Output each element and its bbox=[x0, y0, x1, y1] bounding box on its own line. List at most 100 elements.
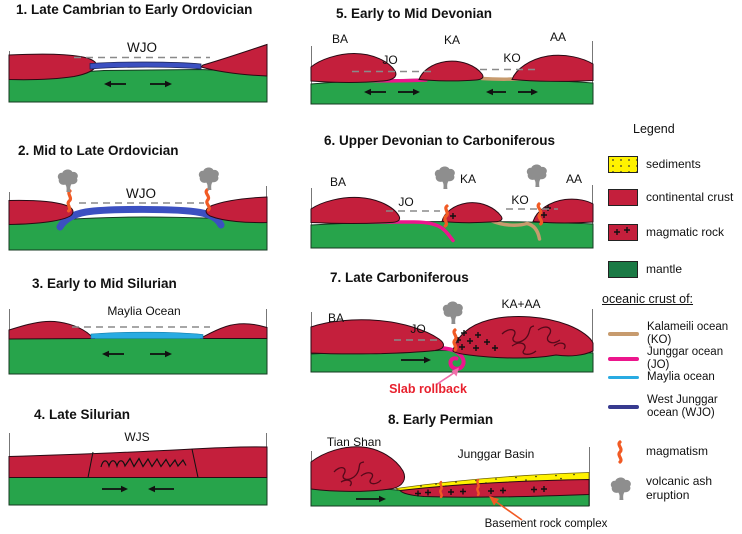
fold-scribble bbox=[501, 325, 535, 343]
kalameili-ocean-swatch bbox=[608, 332, 639, 337]
label-ba: BA bbox=[328, 311, 344, 325]
panel-8-title: 8. Early Permian bbox=[388, 412, 494, 427]
panel-1: 1. Late Cambrian to Early Ordovician WJO bbox=[4, 2, 284, 132]
legend-item-continental-crust: continental crust bbox=[608, 189, 733, 206]
suture-boundary-left bbox=[87, 451, 94, 478]
magmatism-icon bbox=[442, 204, 450, 228]
panel-6-title: 6. Upper Devonian to Carboniferous bbox=[324, 133, 556, 148]
fold-scribble bbox=[511, 342, 537, 355]
label-ko: KO bbox=[503, 51, 520, 65]
panel-5-diagram: BA JO KA KO AA bbox=[310, 30, 594, 105]
panel-7-title: 7. Late Carboniferous bbox=[330, 270, 469, 285]
label-wjs: WJS bbox=[124, 430, 149, 444]
fold-scribble bbox=[360, 472, 382, 485]
mantle-swatch bbox=[608, 261, 638, 278]
basement-pointer bbox=[494, 500, 523, 521]
volcanic-ash-icon bbox=[526, 164, 547, 187]
label-junggar-basin: Junggar Basin bbox=[458, 447, 535, 461]
panel-4-diagram: WJS bbox=[8, 430, 268, 506]
legend-label: volcanic ash eruption bbox=[646, 474, 713, 502]
label-ba: BA bbox=[332, 32, 348, 46]
west-junggar-ocean-swatch bbox=[608, 405, 639, 410]
label-wjo: WJO bbox=[127, 40, 157, 55]
panel-3-diagram: Maylia Ocean bbox=[8, 304, 268, 375]
label-maylia-ocean: Maylia Ocean bbox=[107, 304, 180, 318]
slab-rollback-annotation: Slab rollback bbox=[389, 382, 467, 396]
panel-8-diagram: Tian Shan Junggar Basin Basement rock co… bbox=[310, 435, 608, 530]
sediment-dots bbox=[420, 473, 575, 487]
label-ka: KA bbox=[444, 33, 460, 47]
fold-scribble bbox=[333, 461, 365, 481]
volcanic-ash-icon bbox=[434, 166, 455, 189]
panel-3: 3. Early to Mid Silurian Maylia Ocean bbox=[4, 276, 284, 391]
legend-label: sediments bbox=[646, 156, 701, 171]
panel-3-title: 3. Early to Mid Silurian bbox=[32, 276, 177, 291]
panel-2-title: 2. Mid to Late Ordovician bbox=[18, 143, 179, 158]
legend-label: West Junggar ocean (WJO) bbox=[647, 394, 718, 420]
extension-arrow bbox=[486, 88, 506, 96]
magmatism-icon bbox=[204, 188, 212, 212]
label-aa: AA bbox=[566, 172, 582, 186]
oceanic-crust-heading: oceanic crust of: bbox=[602, 292, 694, 306]
panel-5-title: 5. Early to Mid Devonian bbox=[336, 6, 493, 21]
panel-6: 6. Upper Devonian to Carboniferous BA JO… bbox=[306, 133, 606, 263]
legend-label: magmatism bbox=[646, 444, 709, 459]
panel-4-title: 4. Late Silurian bbox=[34, 407, 131, 422]
basement-pointer-head bbox=[489, 496, 499, 506]
panel-8: 8. Early Permian bbox=[306, 412, 626, 534]
legend-item-maylia-ocean: Maylia ocean bbox=[608, 371, 715, 384]
continental-crust-band bbox=[8, 446, 268, 478]
mantle bbox=[310, 220, 594, 249]
continental-crust-right bbox=[205, 196, 268, 224]
legend-label: Maylia ocean bbox=[647, 371, 715, 383]
panel-1-title: 1. Late Cambrian to Early Ordovician bbox=[16, 2, 253, 17]
label-kaaa: KA+AA bbox=[501, 297, 540, 311]
extension-arrow-left bbox=[104, 80, 126, 88]
plate-motion-arrow bbox=[356, 495, 386, 503]
magmatism-icon bbox=[452, 328, 458, 352]
panel-4: 4. Late Silurian WJS bbox=[4, 407, 284, 522]
compression-arrow-right bbox=[148, 485, 174, 493]
legend-label: continental crust bbox=[646, 189, 734, 204]
panel-1-diagram: WJO bbox=[8, 40, 268, 103]
legend-label: Kalameili ocean (KO) bbox=[647, 321, 729, 347]
junggar-ocean-subducting-slab bbox=[354, 220, 455, 243]
legend-title: Legend bbox=[633, 122, 675, 136]
volcanic-ash-icon bbox=[610, 477, 631, 500]
aa-continental-block bbox=[511, 54, 594, 82]
panel-5: 5. Early to Mid Devonian BA JO KA KO AA bbox=[306, 6, 606, 131]
continental-crust-left bbox=[8, 199, 74, 226]
magmatism-icon bbox=[439, 480, 443, 499]
volcanic-ash-icon bbox=[442, 301, 463, 324]
volcanic-ash-icon bbox=[57, 169, 78, 192]
slab-rollback-pointer-head bbox=[451, 367, 459, 377]
legend-item-sediments: sediments bbox=[608, 156, 701, 173]
sediments-swatch bbox=[608, 156, 638, 173]
maylia-oceanic-crust bbox=[90, 331, 204, 339]
magmatism-icon bbox=[476, 478, 480, 497]
suture-boundary-right bbox=[191, 448, 199, 478]
legend-item-junggar-ocean: Junggar ocean (JO) bbox=[608, 346, 742, 372]
magmatism-icon bbox=[617, 440, 623, 464]
jo-rollback-slab bbox=[382, 345, 466, 371]
panel-2: 2. Mid to Late Ordovician WJO bbox=[4, 143, 284, 268]
compression-arrow-left bbox=[102, 485, 128, 493]
wjo-oceanic-crust bbox=[89, 61, 202, 70]
panel-2-diagram: WJO bbox=[8, 167, 268, 251]
extension-arrow-left bbox=[102, 350, 124, 358]
legend-label: Junggar ocean (JO) bbox=[647, 346, 724, 372]
ka-continental-block bbox=[418, 60, 484, 82]
basement-rock-annotation: Basement rock complex bbox=[485, 518, 608, 530]
junggar-ocean-swatch bbox=[608, 357, 639, 362]
continental-crust-swatch bbox=[608, 189, 638, 206]
label-ko: KO bbox=[511, 193, 528, 207]
legend-label: mantle bbox=[646, 261, 683, 276]
kaaa-amalgamated-block bbox=[452, 316, 594, 359]
label-wjo: WJO bbox=[126, 186, 156, 201]
legend-label: magmatic rock bbox=[646, 224, 725, 239]
extension-arrow bbox=[398, 88, 420, 96]
label-tianshan: Tian Shan bbox=[327, 435, 381, 449]
panel-7: 7. Late Carboniferous BA JO KA bbox=[306, 270, 606, 405]
legend-item-west-junggar-ocean: West Junggar ocean (WJO) bbox=[608, 394, 742, 420]
fold-scribble bbox=[537, 326, 561, 344]
